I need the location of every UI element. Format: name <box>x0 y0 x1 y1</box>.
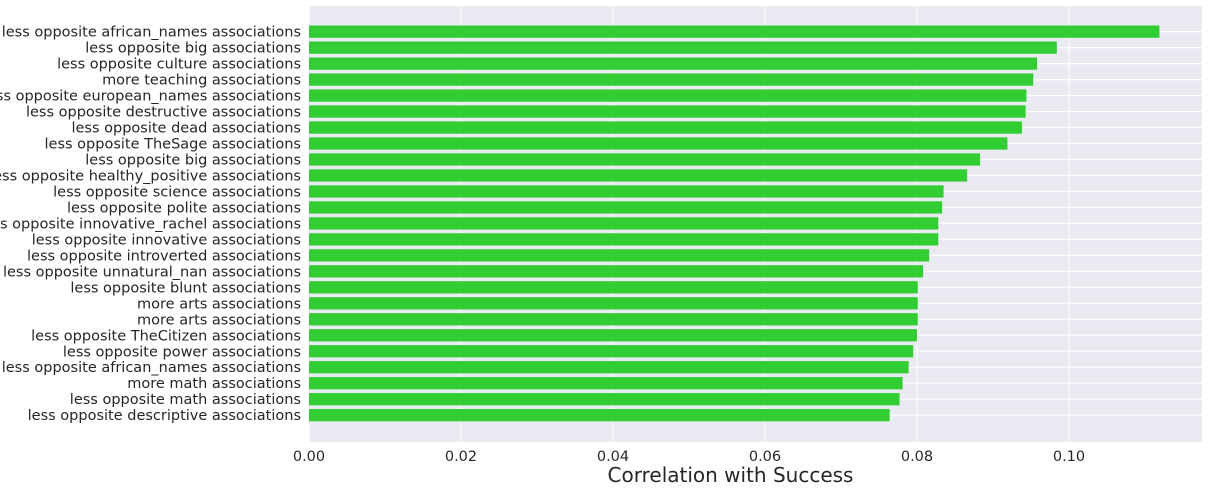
bar <box>309 345 914 358</box>
x-axis-title: Correlation with Success <box>608 463 854 487</box>
x-tick-label: 0.08 <box>901 449 933 465</box>
bar <box>309 217 939 230</box>
bar <box>309 233 939 246</box>
category-label: less opposite polite associations <box>67 200 301 216</box>
bar <box>309 361 909 374</box>
bar <box>309 377 903 390</box>
bar <box>309 25 1160 38</box>
category-label: less opposite culture associations <box>57 57 301 73</box>
category-label: less opposite african_names associations <box>2 25 301 41</box>
category-label: more arts associations <box>137 312 301 328</box>
category-label: less opposite TheCitizen associations <box>31 328 301 344</box>
category-label: less opposite big associations <box>85 152 301 168</box>
bar <box>309 169 968 182</box>
bar <box>309 73 1034 86</box>
category-label: less opposite dead associations <box>71 121 301 137</box>
category-label: more math associations <box>127 376 301 392</box>
category-label: less opposite unnatural_nan associations <box>3 264 301 280</box>
category-label: less opposite introverted associations <box>27 248 301 264</box>
bar <box>309 281 918 294</box>
category-label: less opposite innovative associations <box>32 232 301 248</box>
bar <box>309 393 900 406</box>
bar <box>309 137 1008 150</box>
category-label: less opposite power associations <box>63 344 301 360</box>
bar <box>309 57 1038 70</box>
category-label: less opposite big associations <box>85 41 301 57</box>
bar <box>309 105 1026 118</box>
category-label: less opposite science associations <box>53 184 301 200</box>
x-tick-label: 0.00 <box>293 449 325 465</box>
bar <box>309 409 890 422</box>
bar <box>309 89 1027 102</box>
category-label: less opposite healthy_positive associati… <box>0 168 301 184</box>
bar <box>309 249 930 262</box>
category-label: less opposite european_names association… <box>0 89 301 105</box>
bar <box>309 153 981 166</box>
category-label: less opposite destructive associations <box>26 105 301 121</box>
x-tick-label: 0.04 <box>597 449 629 465</box>
bar <box>309 313 918 326</box>
bar <box>309 121 1022 134</box>
bar <box>309 297 918 310</box>
x-tick-label: 0.02 <box>445 449 477 465</box>
bar <box>309 185 944 198</box>
category-label: less opposite blunt associations <box>70 280 301 296</box>
bars <box>309 25 1160 422</box>
category-label: less opposite descriptive associations <box>28 408 301 424</box>
bar <box>309 41 1057 54</box>
category-labels: less opposite african_names associations… <box>0 25 301 425</box>
category-label: less opposite innovative_rachel associat… <box>0 216 301 232</box>
category-label: more teaching associations <box>102 73 301 89</box>
bar <box>309 265 924 278</box>
x-tick-labels: 0.00 0.02 0.04 0.06 0.08 0.10 <box>293 449 1085 465</box>
category-label: more arts associations <box>137 296 301 312</box>
bar <box>309 201 943 214</box>
x-tick-label: 0.10 <box>1053 449 1085 465</box>
bar <box>309 329 917 342</box>
category-label: less opposite TheSage associations <box>45 137 302 153</box>
x-tick-label: 0.06 <box>749 449 781 465</box>
category-label: less opposite math associations <box>70 392 301 408</box>
category-label: less opposite african_names associations <box>2 360 301 376</box>
